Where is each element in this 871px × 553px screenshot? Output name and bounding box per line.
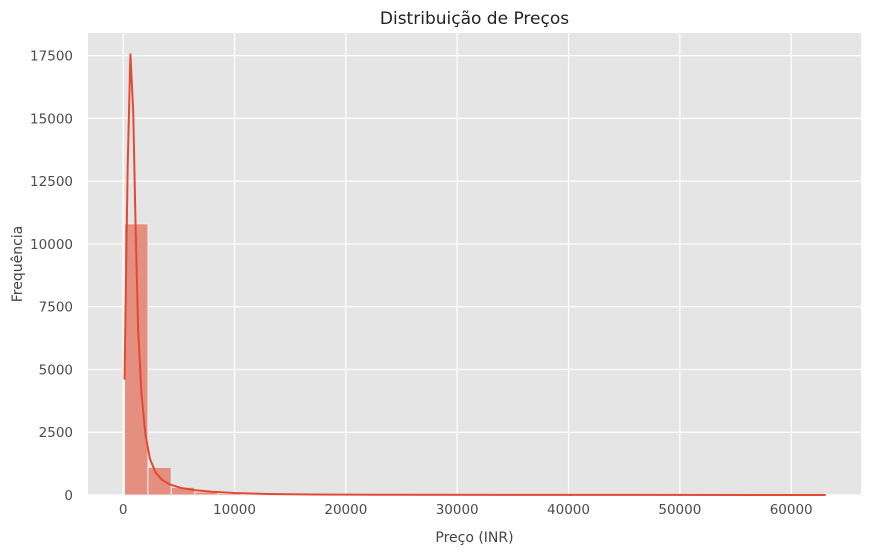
histogram-bar: [147, 466, 172, 496]
grid-lines: [88, 33, 861, 496]
y-tick-label: 2500: [39, 425, 73, 441]
y-tick-label: 5000: [39, 362, 73, 378]
x-tick-label: 30000: [436, 502, 479, 518]
y-tick-label: 12500: [30, 174, 73, 190]
y-axis-label: Frequência: [10, 226, 26, 303]
y-tick-label: 17500: [30, 49, 73, 65]
y-tick-label: 0: [64, 488, 73, 504]
x-tick-label: 50000: [658, 502, 701, 518]
x-tick-label: 20000: [324, 502, 367, 518]
y-tick-label: 10000: [30, 237, 73, 253]
y-tick-label: 15000: [30, 111, 73, 127]
x-tick-label: 10000: [213, 502, 256, 518]
x-tick-label: 0: [119, 502, 128, 518]
y-tick-labels: 0 2500 5000 7500 10000 12500 15000 17500: [30, 49, 73, 504]
plot-area: [88, 33, 861, 495]
chart-title: Distribuição de Preços: [380, 9, 569, 29]
x-tick-label: 40000: [547, 502, 590, 518]
x-tick-labels: 0 10000 20000 30000 40000 50000 60000: [119, 502, 813, 518]
x-tick-label: 60000: [770, 502, 813, 518]
y-tick-label: 7500: [39, 300, 73, 316]
x-axis-label: Preço (INR): [435, 530, 513, 546]
kde-curve: [123, 53, 826, 496]
histogram-bar: [170, 486, 196, 496]
